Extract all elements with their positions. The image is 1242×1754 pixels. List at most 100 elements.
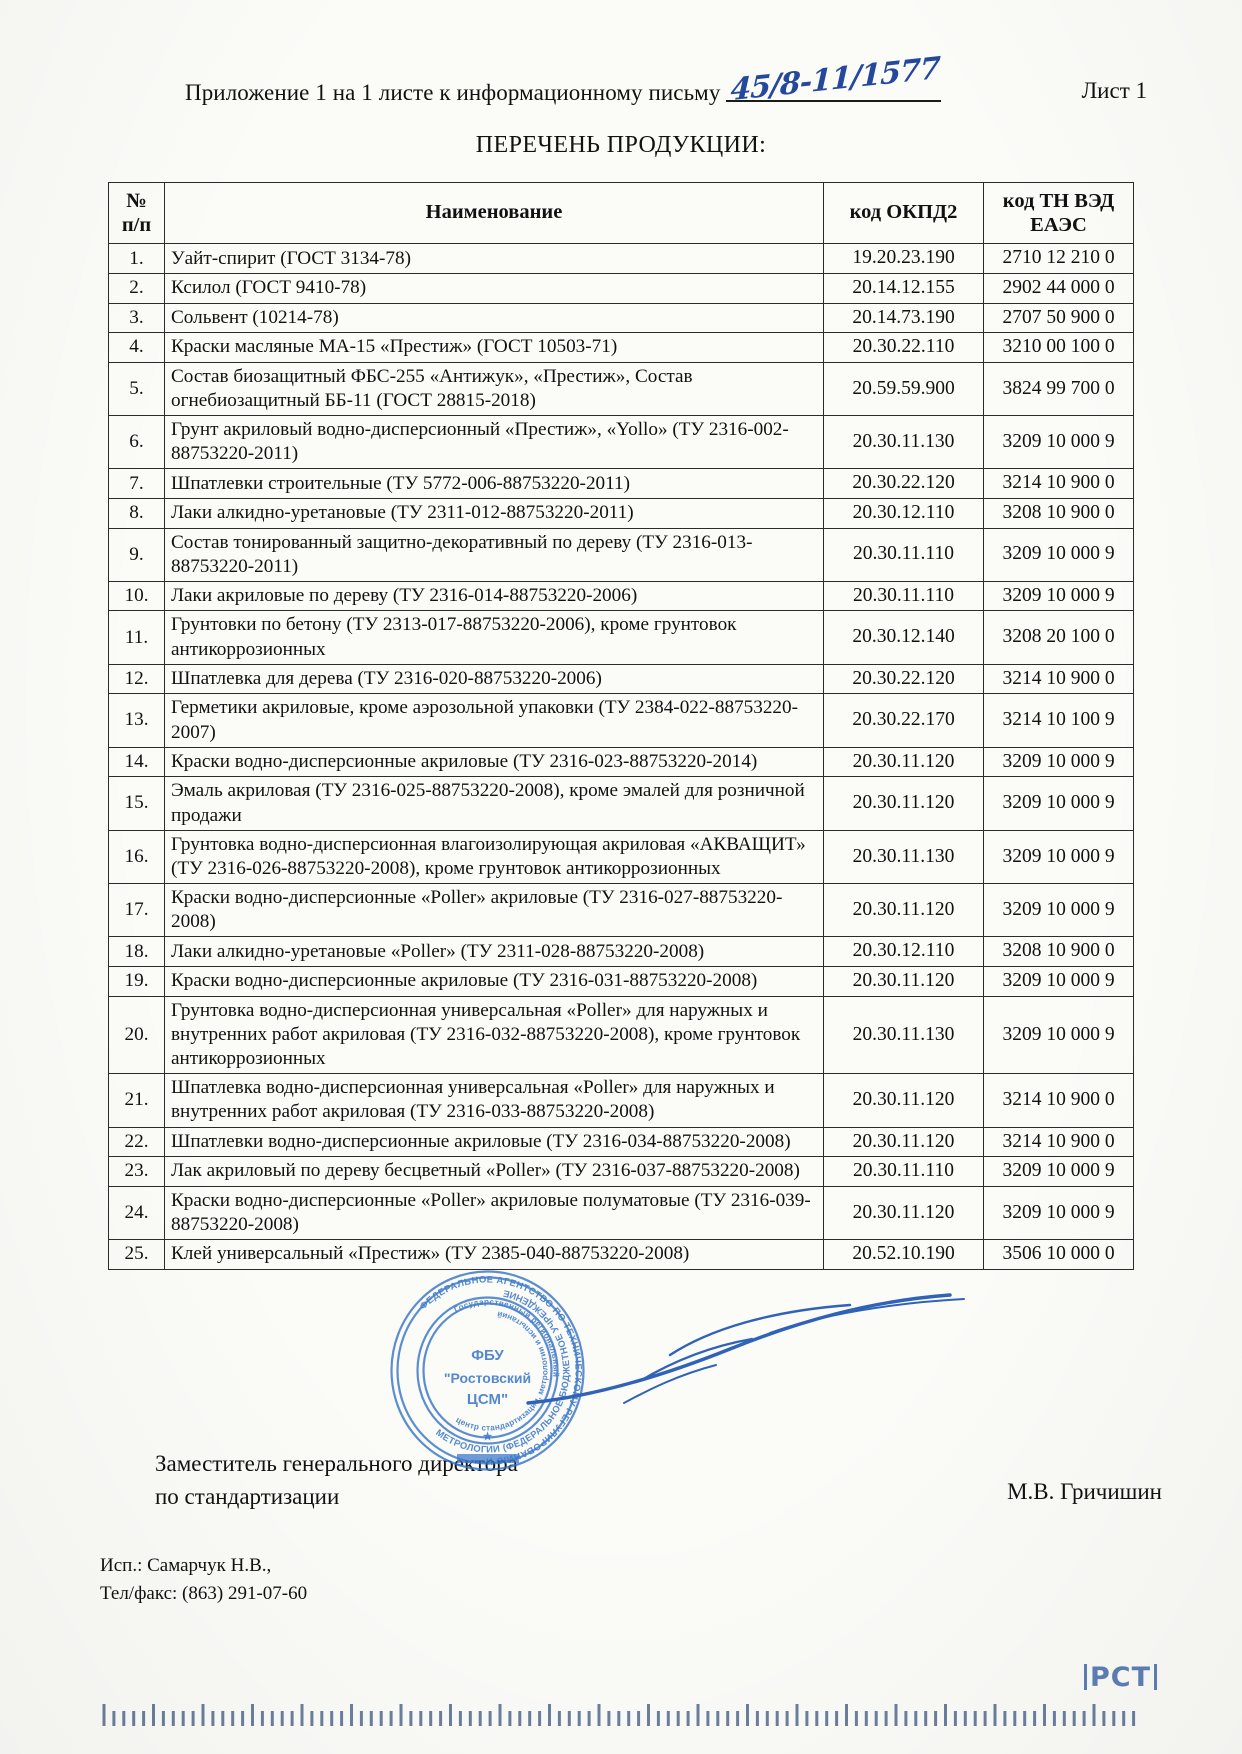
product-name-cell: Шпатлевки строительные (ТУ 5772-006-8875… [164,468,824,499]
row-number-cell: 9. [108,527,165,582]
table-row: 24. Краски водно-дисперсионные «Poller» а… [108,1185,1134,1241]
table-row: 21. Шпатлевка водно-дисперсионная универс… [108,1073,1134,1128]
okpd2-code-cell: 20.30.11.110 [823,1156,984,1187]
okpd2-code-cell: 20.30.12.110 [823,497,984,529]
product-name-cell: Состав биозащитный ФБС-255 «Антижук», «П… [164,361,824,417]
rst-certification-mark: РСТ [1081,1662,1160,1693]
row-number-cell: 11. [108,610,165,665]
tnved-code-cell: 3214 10 900 0 [983,663,1134,695]
signature-block: Заместитель генерального директора по ст… [155,1448,1162,1513]
product-name-cell: Клей универсальный «Престиж» (ТУ 2385-04… [164,1239,824,1270]
table-row: 1. Уайт-спирит (ГОСТ 3134-78) 19.20.23.190… [108,243,1134,274]
okpd2-code-cell: 20.30.11.120 [823,1073,984,1128]
table-row: 19. Краски водно-дисперсионные акриловые … [108,966,1134,997]
table-row: 14. Краски водно-дисперсионные акриловые … [108,746,1134,778]
product-name-cell: Грунтовка водно-дисперсионная универсаль… [164,995,824,1075]
okpd2-code-cell: 20.30.22.120 [823,468,984,499]
row-number-cell: 2. [108,272,165,304]
okpd2-code-cell: 20.30.22.110 [823,332,984,363]
product-name-cell: Краски водно-дисперсионные акриловые (ТУ… [164,746,824,778]
row-number-cell: 20. [108,995,165,1075]
row-number-cell: 24. [108,1185,165,1241]
column-header-tnved: код ТН ВЭД ЕАЭС [983,181,1134,245]
row-number-cell: 13. [108,693,165,748]
document-header: Приложение 1 на 1 листе к информационном… [0,51,1242,108]
table-row: 13. Герметики акриловые, кроме аэрозольно… [108,693,1134,748]
product-name-cell: Грунтовка водно-дисперсионная влагоизоли… [164,829,824,885]
rst-bar-left [1083,1664,1087,1690]
tnved-code-cell: 3209 10 000 9 [983,995,1134,1075]
tnved-code-cell: 3209 10 000 9 [983,1156,1134,1187]
handwritten-reference: 45/8-11/1577 [730,50,941,109]
tnved-code-cell: 3214 10 900 0 [983,468,1134,499]
product-name-cell: Краски водно-дисперсионные «Poller» акри… [164,883,824,938]
table-row: 18. Лаки алкидно-уретановые «Poller» (ТУ … [108,936,1134,967]
okpd2-code-cell: 20.30.11.130 [823,995,984,1075]
product-name-cell: Эмаль акриловая (ТУ 2316-025-88753220-20… [164,776,824,831]
okpd2-code-cell: 20.59.59.900 [823,361,984,417]
tnved-code-cell: 3214 10 900 0 [983,1126,1134,1158]
tnved-code-cell: 3209 10 000 9 [983,776,1134,831]
tnved-code-cell: 3208 10 900 0 [983,497,1134,529]
row-number-cell: 1. [108,243,165,274]
executor-phone: Тел/факс: (863) 291-07-60 [100,1582,308,1604]
executor-info: Исп.: Самарчук Н.В., Тел/факс: (863) 291… [100,1552,307,1607]
product-name-cell: Сольвент (10214-78) [164,302,824,334]
row-number-cell: 14. [108,746,165,778]
svg-text:"Ростовский: "Ростовский [444,1370,531,1386]
table-row: 11. Грунтовки по бетону (ТУ 2313-017-8875… [108,610,1134,665]
tnved-code-cell: 3209 10 000 9 [983,746,1134,778]
okpd2-code-cell: 20.30.11.120 [823,883,984,938]
table-header-row: № п/п Наименование код ОКПД2 код ТН ВЭД … [108,181,1134,245]
sheet-label: Лист 1 [1081,78,1147,103]
row-number-cell: 16. [108,829,165,885]
okpd2-code-cell: 20.30.11.130 [823,829,984,885]
tnved-code-cell: 3210 00 100 0 [983,332,1134,363]
table-body: 1. Уайт-спирит (ГОСТ 3134-78) 19.20.23.190… [108,243,1134,1270]
table-row: 2. Ксилол (ГОСТ 9410-78) 20.14.12.155 2902 … [108,272,1134,304]
table-row: 7. Шпатлевки строительные (ТУ 5772-006-88… [108,468,1134,499]
row-number-cell: 5. [108,361,165,417]
tnved-code-cell: 3209 10 000 9 [983,883,1134,938]
product-name-cell: Герметики акриловые, кроме аэрозольной у… [164,693,824,748]
signer-position-line2: по стандартизации [155,1483,340,1509]
product-name-cell: Лаки акриловые по дереву (ТУ 2316-014-88… [164,580,824,612]
okpd2-code-cell: 20.30.11.110 [823,527,984,582]
okpd2-code-cell: 20.30.11.120 [823,746,984,778]
okpd2-code-cell: 19.20.23.190 [823,243,984,274]
okpd2-code-cell: 20.52.10.190 [823,1239,984,1270]
row-number-cell: 15. [108,776,165,831]
measurement-ruler [102,1704,1136,1726]
tnved-code-cell: 3214 10 100 9 [983,693,1134,748]
table-row: 17. Краски водно-дисперсионные «Poller» а… [108,883,1134,938]
okpd2-code-cell: 20.30.22.120 [823,663,984,695]
column-header-okpd2: код ОКПД2 [823,181,984,245]
product-name-cell: Ксилол (ГОСТ 9410-78) [164,272,824,304]
product-name-cell: Шпатлевка водно-дисперсионная универсаль… [164,1073,824,1128]
row-number-cell: 19. [108,966,165,997]
table-row: 5. Состав биозащитный ФБС-255 «Антижук», … [108,361,1134,417]
okpd2-code-cell: 20.30.11.120 [823,1126,984,1158]
table-row: 16. Грунтовка водно-дисперсионная влагоиз… [108,829,1134,885]
product-name-cell: Грунтовки по бетону (ТУ 2313-017-8875322… [164,610,824,665]
table-row: 8. Лаки алкидно-уретановые (ТУ 2311-012-8… [108,497,1134,529]
okpd2-code-cell: 20.14.12.155 [823,272,984,304]
tnved-code-cell: 2902 44 000 0 [983,272,1134,304]
tnved-code-cell: 3506 10 000 0 [983,1239,1134,1270]
tnved-code-cell: 3214 10 900 0 [983,1073,1134,1128]
column-header-tnved-line2: ЕАЭС [1030,214,1087,237]
row-number-cell: 17. [108,883,165,938]
executor-name: Исп.: Самарчук Н.В., [100,1555,272,1576]
product-name-cell: Лак акриловый по дереву бесцветный «Poll… [164,1156,824,1187]
product-name-cell: Краски водно-дисперсионные акриловые (ТУ… [164,966,824,997]
row-number-cell: 8. [108,497,165,529]
tnved-code-cell: 3208 10 900 0 [983,936,1134,967]
row-number-cell: 6. [108,414,165,470]
signer-name: М.В. Гричишин [1007,1479,1162,1504]
okpd2-code-cell: 20.30.11.120 [823,776,984,831]
product-name-cell: Лаки алкидно-уретановые (ТУ 2311-012-887… [164,497,824,529]
row-number-cell: 3. [108,302,165,334]
tnved-code-cell: 3209 10 000 9 [983,966,1134,997]
official-round-stamp: ФЕДЕРАЛЬНОЕ АГЕНТСТВО ПО ТЕХНИЧЕСКОМУ РЕ… [390,1270,585,1471]
product-name-cell: Краски водно-дисперсионные «Poller» акри… [164,1185,824,1241]
